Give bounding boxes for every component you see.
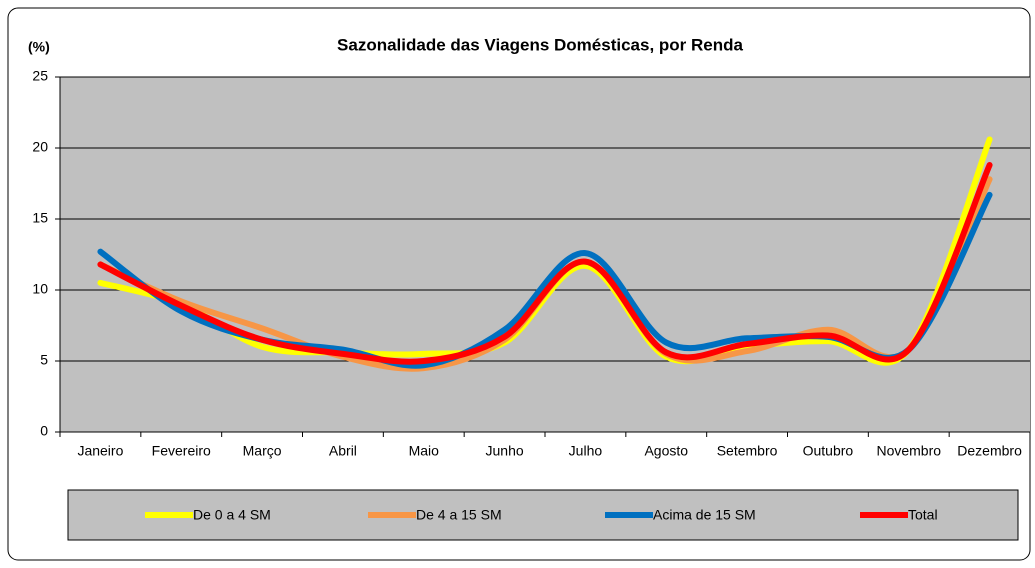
x-tick-label: Dezembro [957,443,1022,459]
x-tick-label: Abril [329,443,357,459]
x-tick-label: Julho [569,443,603,459]
x-tick-label: Março [243,443,282,459]
plot-area [60,77,1030,432]
y-tick-label: 20 [32,139,48,155]
legend-label: De 4 a 15 SM [416,507,502,523]
y-tick-label: 25 [32,68,48,84]
y-tick-label: 5 [40,352,48,368]
legend-label: De 0 a 4 SM [193,507,271,523]
series-line [97,162,993,365]
x-tick-label: Setembro [717,443,778,459]
chart-title: Sazonalidade das Viagens Domésticas, por… [337,35,743,54]
legend-label: Acima de 15 SM [653,507,756,523]
x-tick-label: Novembro [876,443,941,459]
legend [67,489,1019,541]
x-tick-label: Fevereiro [152,443,211,459]
x-tick-label: Janeiro [77,443,123,459]
y-tick-label: 15 [32,210,48,226]
x-tick-label: Outubro [803,443,854,459]
x-tick-label: Agosto [644,443,688,459]
x-tick-label: Maio [409,443,440,459]
y-tick-label: 10 [32,281,48,297]
y-tick-label: 0 [40,423,48,439]
y-axis-label: (%) [28,39,50,55]
series-line [97,136,993,366]
legend-label: Total [908,507,938,523]
x-tick-label: Junho [486,443,524,459]
